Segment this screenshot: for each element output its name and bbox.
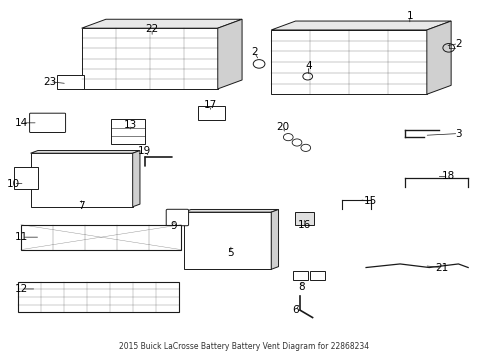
Text: 2: 2 bbox=[250, 47, 257, 57]
Bar bbox=[292, 271, 307, 280]
Polygon shape bbox=[132, 150, 140, 207]
Text: 7: 7 bbox=[78, 201, 85, 211]
Polygon shape bbox=[30, 150, 140, 153]
Text: 3: 3 bbox=[454, 129, 461, 139]
Polygon shape bbox=[30, 153, 132, 207]
Polygon shape bbox=[426, 21, 450, 94]
Bar bbox=[294, 212, 313, 225]
Text: 6: 6 bbox=[292, 305, 298, 315]
Polygon shape bbox=[271, 30, 426, 94]
Text: 23: 23 bbox=[43, 77, 57, 87]
Bar bbox=[14, 167, 38, 189]
Bar bbox=[111, 119, 144, 144]
Text: 12: 12 bbox=[15, 284, 28, 294]
Bar bbox=[57, 75, 84, 89]
Text: 9: 9 bbox=[170, 221, 177, 231]
Text: 20: 20 bbox=[275, 122, 288, 132]
Text: 21: 21 bbox=[434, 262, 447, 273]
Polygon shape bbox=[271, 210, 278, 269]
Text: 4: 4 bbox=[305, 61, 311, 71]
Bar bbox=[21, 225, 181, 249]
Bar bbox=[198, 107, 224, 120]
Bar bbox=[309, 271, 324, 280]
Text: 2: 2 bbox=[454, 39, 461, 49]
Text: 2015 Buick LaCrosse Battery Battery Vent Diagram for 22868234: 2015 Buick LaCrosse Battery Battery Vent… bbox=[119, 342, 369, 351]
Polygon shape bbox=[271, 21, 450, 30]
FancyBboxPatch shape bbox=[166, 209, 188, 226]
Polygon shape bbox=[183, 210, 278, 212]
Text: 10: 10 bbox=[7, 179, 20, 189]
Polygon shape bbox=[183, 212, 271, 269]
Text: 5: 5 bbox=[227, 248, 234, 258]
Text: 18: 18 bbox=[441, 171, 454, 181]
Text: 17: 17 bbox=[203, 100, 217, 110]
FancyBboxPatch shape bbox=[30, 113, 65, 132]
Text: 8: 8 bbox=[298, 282, 305, 292]
Text: 15: 15 bbox=[364, 197, 377, 206]
Bar bbox=[19, 282, 179, 312]
Text: 16: 16 bbox=[297, 220, 310, 230]
Polygon shape bbox=[81, 28, 217, 89]
Text: 1: 1 bbox=[406, 12, 412, 21]
Text: 22: 22 bbox=[145, 24, 159, 34]
Polygon shape bbox=[217, 19, 242, 89]
Text: 11: 11 bbox=[15, 232, 28, 242]
Polygon shape bbox=[81, 19, 242, 28]
Text: 13: 13 bbox=[123, 120, 137, 130]
Text: 14: 14 bbox=[15, 118, 28, 128]
Text: 19: 19 bbox=[138, 147, 151, 157]
